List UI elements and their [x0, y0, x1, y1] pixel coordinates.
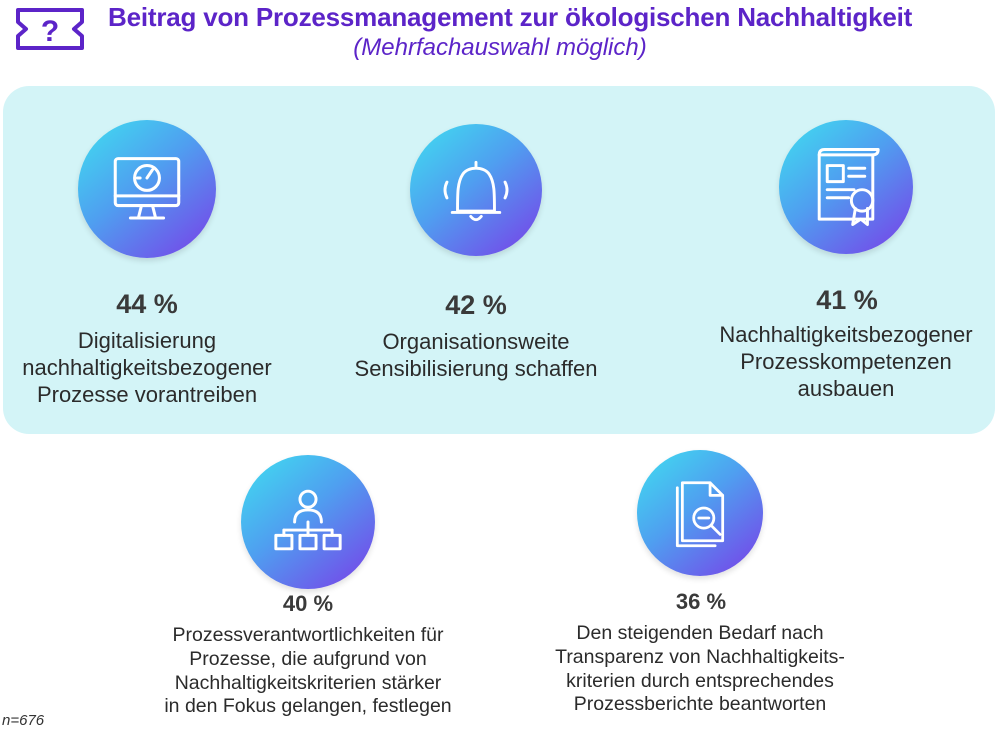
- category-label: Prozessverantwortlichkeiten für Prozesse…: [164, 624, 452, 718]
- value-label: 44 %: [116, 289, 178, 319]
- value-label: 42 %: [445, 290, 507, 320]
- category-label: Nachhaltigkeitsbezogener Prozesskompeten…: [719, 322, 973, 401]
- monitor-gauge-icon: [78, 120, 216, 258]
- org-chart-person-icon: [241, 455, 375, 589]
- value-label: 40 %: [282, 591, 334, 616]
- category-label: Organisationsweite Sensibilisierung scha…: [354, 329, 598, 381]
- bell-icon: [410, 124, 542, 256]
- category-label: Den steigenden Bedarf nach Transparenz v…: [555, 622, 845, 716]
- document-search-icon: [637, 450, 763, 576]
- sample-size-note: n=676: [2, 712, 45, 729]
- question-ticket-icon: ?: [16, 8, 84, 50]
- certificate-icon: [779, 120, 913, 254]
- value-label: 41 %: [816, 285, 878, 315]
- svg-text:?: ?: [41, 15, 59, 48]
- chart-subtitle: (Mehrfachauswahl möglich): [353, 34, 647, 61]
- chart-title: Beitrag von Prozessmanagement zur ökolog…: [108, 2, 913, 32]
- value-label: 36 %: [675, 589, 727, 614]
- category-label: Digitalisierung nachhaltigkeitsbezogener…: [22, 328, 272, 407]
